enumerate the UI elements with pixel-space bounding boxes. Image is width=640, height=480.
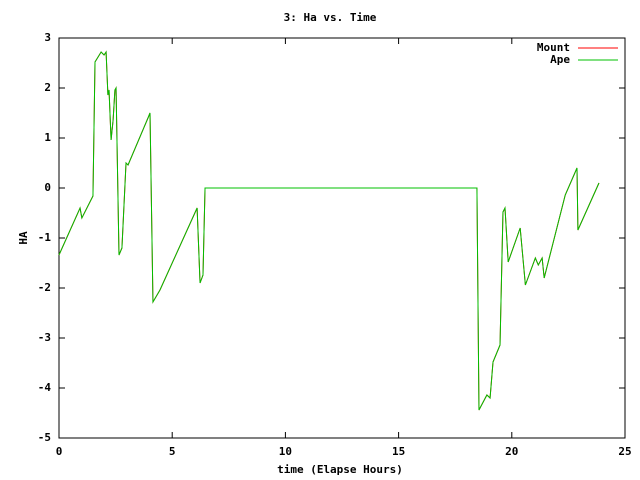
x-tick-label: 10: [279, 445, 292, 458]
data-line: [58, 50, 600, 411]
y-tick-label: 2: [44, 81, 51, 94]
legend-label: Ape: [550, 53, 570, 66]
y-axis-label: HA: [17, 231, 30, 245]
y-tick-label: -2: [38, 281, 51, 294]
plot-frame: [58, 37, 626, 439]
x-tick-label: 15: [392, 445, 405, 458]
x-tick-label: 0: [56, 445, 63, 458]
y-tick-label: -5: [38, 431, 51, 444]
data-line: [58, 50, 600, 411]
y-tick-label: -4: [38, 381, 52, 394]
y-tick-label: 0: [44, 181, 51, 194]
y-tick-label: -3: [38, 331, 51, 344]
y-tick-label: 1: [44, 131, 51, 144]
y-tick-label: 3: [44, 31, 51, 44]
chart-title: 3: Ha vs. Time: [284, 11, 377, 24]
legend-label: Mount: [537, 41, 570, 54]
x-axis-label: time (Elapse Hours): [277, 463, 403, 476]
y-tick-label: -1: [38, 231, 52, 244]
x-tick-label: 20: [505, 445, 518, 458]
x-tick-label: 5: [169, 445, 176, 458]
x-tick-label: 25: [618, 445, 631, 458]
